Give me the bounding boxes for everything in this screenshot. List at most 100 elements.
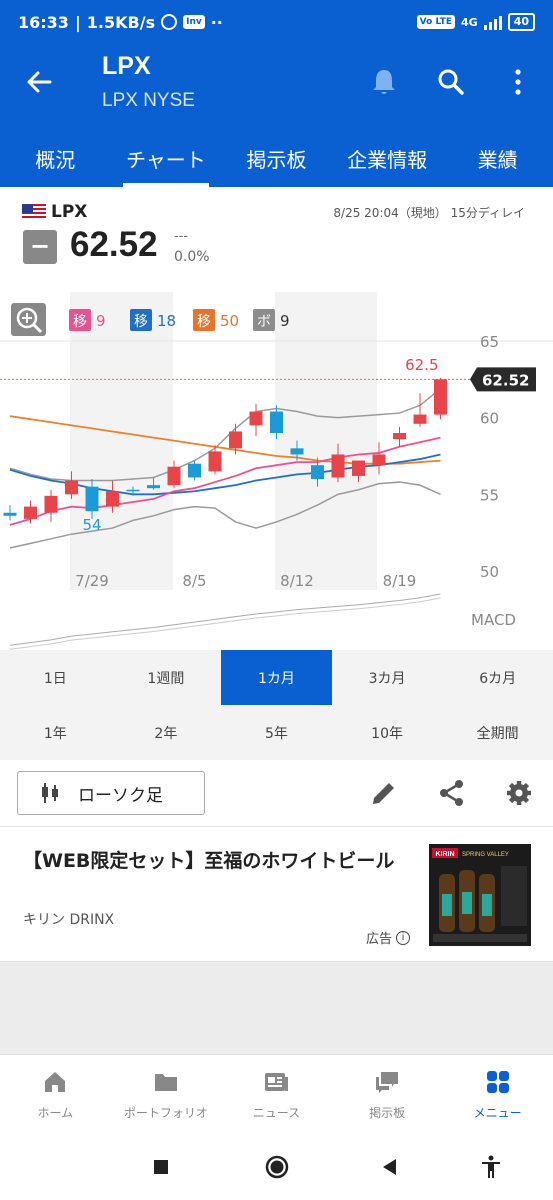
nav-home-label: ホーム bbox=[37, 1106, 74, 1120]
indicator-tag: 移 bbox=[134, 314, 148, 330]
back-triangle-icon[interactable] bbox=[376, 1154, 402, 1180]
quote-price: 62.52 bbox=[70, 225, 158, 264]
bollinger-upper-line bbox=[9, 387, 441, 482]
macd-line bbox=[9, 593, 441, 646]
recents-icon[interactable] bbox=[148, 1154, 174, 1180]
nav-menu[interactable]: メニュー bbox=[442, 1055, 553, 1134]
candle-body bbox=[147, 485, 160, 489]
nav-home[interactable]: ホーム bbox=[0, 1055, 111, 1134]
indicator-value: 50 bbox=[220, 312, 239, 330]
candle-body bbox=[24, 506, 37, 519]
macd-signal-line bbox=[9, 597, 441, 650]
y-tick-label: 55 bbox=[480, 486, 499, 504]
indicator-badge bbox=[69, 309, 91, 331]
us-flag-icon bbox=[22, 204, 46, 220]
indicator-badge bbox=[253, 309, 275, 331]
candle-body bbox=[126, 489, 140, 492]
tab-board[interactable]: 掲示板 bbox=[246, 148, 307, 172]
ad-title[interactable]: 【WEB限定セット】至福のホワイトビール bbox=[23, 850, 395, 872]
last-price-tag-text: 62.52 bbox=[482, 371, 529, 389]
pencil-icon[interactable] bbox=[367, 776, 401, 810]
ad-image[interactable]: KIRIN SPRING VALLEY bbox=[429, 844, 531, 946]
range-all[interactable]: 全期間 bbox=[476, 725, 519, 742]
candle-body bbox=[188, 463, 201, 478]
tab-chart[interactable]: チャート bbox=[111, 130, 222, 187]
ad-image-product: SPRING VALLEY bbox=[462, 852, 509, 858]
status-speed: 1.5KB/s bbox=[86, 12, 156, 32]
home-circle-icon[interactable] bbox=[264, 1154, 290, 1180]
candle-body bbox=[106, 491, 119, 507]
range-10y[interactable]: 10年 bbox=[371, 725, 403, 742]
bell-icon[interactable] bbox=[364, 62, 404, 102]
tab-overview[interactable]: 概況 bbox=[35, 148, 76, 172]
bollinger-lower-line bbox=[9, 481, 441, 549]
ma50-line bbox=[9, 415, 441, 465]
share-icon[interactable] bbox=[435, 776, 469, 810]
ad-label[interactable]: 広告 i bbox=[366, 928, 411, 947]
chat-icon bbox=[376, 1072, 399, 1093]
x-tick-label: 7/29 bbox=[75, 572, 109, 590]
indicator-value: 18 bbox=[157, 312, 176, 330]
candle-body bbox=[208, 451, 222, 472]
chart-type-button[interactable]: ローソク足 bbox=[17, 771, 205, 815]
nav-portfolio-label: ポートフォリオ bbox=[123, 1106, 208, 1120]
zoom-icon bbox=[16, 307, 38, 329]
accessibility-icon[interactable] bbox=[478, 1154, 504, 1180]
signal-icon bbox=[483, 14, 502, 30]
range-5y[interactable]: 5年 bbox=[265, 725, 288, 742]
quote-change-pct: 0.0% bbox=[174, 249, 210, 265]
grid-icon bbox=[486, 1071, 509, 1093]
bottom-nav: ホーム ポートフォリオ ニュース 掲示板 メニュー bbox=[0, 1054, 553, 1134]
alarm-icon bbox=[161, 14, 178, 30]
quote-symbol: LPX bbox=[51, 202, 88, 222]
volte-icon: Vo LTE bbox=[416, 15, 455, 29]
nav-news-label: ニュース bbox=[252, 1106, 301, 1120]
candle-body bbox=[249, 411, 263, 426]
ad-label-text: 広告 bbox=[366, 932, 393, 947]
y-tick-label: 50 bbox=[480, 563, 499, 581]
range-2y[interactable]: 2年 bbox=[154, 725, 178, 742]
candle-body bbox=[3, 512, 17, 516]
candle-body bbox=[352, 460, 365, 476]
tab-company[interactable]: 企業情報 bbox=[347, 148, 428, 172]
more-vert-icon[interactable] bbox=[498, 62, 538, 102]
candle-body bbox=[393, 433, 406, 440]
quote-panel: LPX 8/25 20:04（現地） 15分ディレイ − 62.52 --- 0… bbox=[0, 187, 553, 287]
candlestick-icon bbox=[42, 783, 58, 803]
ad-banner[interactable]: 【WEB限定セット】至福のホワイトビール キリン DRINX 広告 i KIRI… bbox=[0, 826, 553, 962]
search-icon[interactable] bbox=[431, 62, 471, 102]
chart-band bbox=[275, 292, 377, 590]
back-arrow-icon[interactable] bbox=[20, 62, 60, 102]
range-6m[interactable]: 6カ月 bbox=[479, 670, 517, 687]
range-3m[interactable]: 3カ月 bbox=[368, 670, 406, 687]
news-icon bbox=[265, 1073, 289, 1091]
range-1m[interactable]: 1カ月 bbox=[221, 650, 332, 705]
last-price-tag bbox=[470, 367, 536, 392]
range-1w[interactable]: 1週間 bbox=[147, 670, 185, 687]
x-tick-label: 8/12 bbox=[280, 572, 314, 590]
nav-portfolio[interactable]: ポートフォリオ bbox=[111, 1055, 222, 1134]
indicator-tag: ボ bbox=[257, 314, 271, 330]
indicator-badge bbox=[130, 309, 152, 331]
tab-earnings[interactable]: 業績 bbox=[477, 148, 518, 172]
battery-icon: 40 bbox=[507, 13, 535, 31]
gear-icon[interactable] bbox=[502, 776, 536, 810]
zoom-icon-handle bbox=[31, 322, 43, 334]
candle-body bbox=[167, 466, 181, 486]
nav-news[interactable]: ニュース bbox=[221, 1055, 332, 1134]
x-tick-label: 8/5 bbox=[182, 572, 206, 590]
info-icon[interactable]: i bbox=[396, 930, 411, 945]
y-tick-label: 60 bbox=[480, 410, 499, 428]
candle-body bbox=[372, 454, 386, 466]
range-1d[interactable]: 1日 bbox=[43, 670, 67, 687]
change-sign-badge: − bbox=[23, 230, 57, 264]
chart-band bbox=[70, 292, 173, 590]
candle-body bbox=[270, 411, 283, 433]
candle-body bbox=[65, 480, 78, 495]
candle-body bbox=[44, 495, 58, 513]
nav-board-label: 掲示板 bbox=[369, 1106, 406, 1120]
nav-board[interactable]: 掲示板 bbox=[332, 1055, 443, 1134]
range-1y[interactable]: 1年 bbox=[43, 725, 67, 742]
indicator-tag: 移 bbox=[197, 314, 211, 330]
